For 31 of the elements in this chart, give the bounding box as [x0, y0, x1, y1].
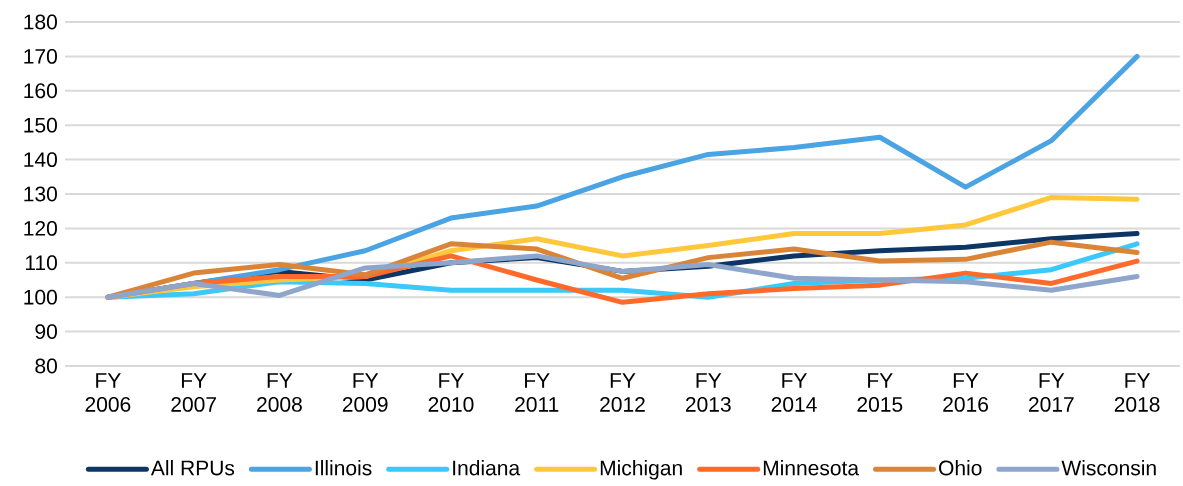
y-tick-label: 100 — [24, 289, 57, 305]
x-tick-label: FY 2007 — [171, 373, 216, 412]
x-tick-label: FY 2006 — [85, 373, 131, 412]
y-tick-label: 80 — [35, 358, 57, 374]
x-tick-label: FY 2013 — [685, 373, 731, 412]
x-tick-label: FY 2009 — [342, 373, 388, 412]
y-tick-label: 170 — [24, 48, 57, 64]
x-tick-label: FY 2015 — [857, 373, 903, 412]
y-tick-label: 90 — [35, 324, 57, 340]
x-tick-label: FY 2016 — [943, 373, 988, 412]
x-tick-label: FY 2017 — [1029, 373, 1074, 412]
legend-label: Michigan — [600, 460, 682, 480]
y-tick-label: 150 — [24, 117, 57, 133]
y-tick-label: 120 — [24, 220, 57, 236]
legend-label: Ohio — [939, 460, 982, 476]
x-tick-label: FY 2011 — [515, 373, 559, 412]
y-tick-label: 160 — [24, 83, 57, 99]
legend-label: Illinois — [315, 460, 372, 476]
x-tick-label: FY 2010 — [428, 373, 474, 412]
legend-label: Indiana — [453, 460, 521, 476]
legend-label: Wisconsin — [1061, 460, 1156, 476]
y-tick-label: 140 — [24, 152, 57, 168]
x-tick-label: FY 2018 — [1114, 373, 1160, 412]
x-tick-label: FY 2012 — [600, 373, 645, 412]
y-tick-label: 130 — [24, 186, 57, 202]
legend-label: All RPUs — [150, 460, 235, 476]
y-tick-label: 180 — [24, 14, 57, 30]
x-tick-label: FY 2014 — [771, 373, 817, 412]
x-tick-label: FY 2008 — [257, 373, 302, 412]
legend-label: Minnesota — [763, 460, 860, 476]
y-tick-label: 110 — [25, 255, 57, 271]
